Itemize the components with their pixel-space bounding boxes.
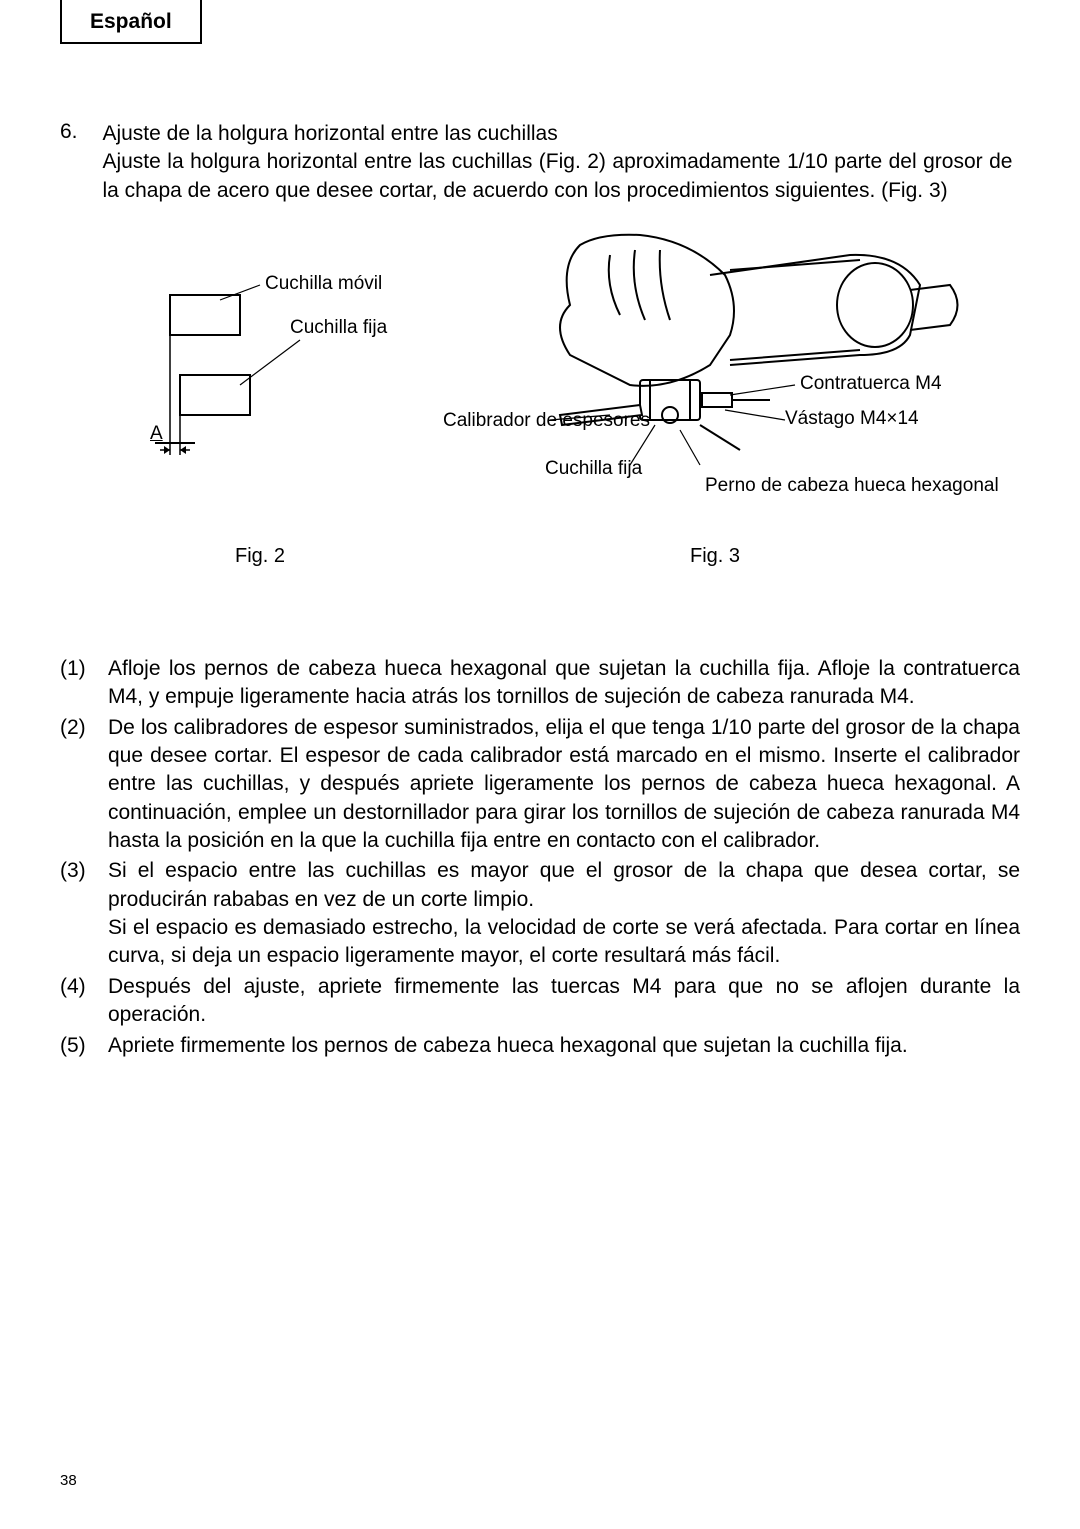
step-4-text: Después del ajuste, apriete firmemente l… (108, 973, 1020, 1030)
fig3-label-contratuerca: Contratuerca M4 (800, 373, 942, 395)
figures-area: Cuchilla móvil Cuchilla fija A Fig. 2 (60, 225, 1020, 605)
fig3-label-vastago: Vástago M4×14 (785, 408, 919, 430)
figure-2: Cuchilla móvil Cuchilla fija A (150, 275, 430, 510)
section-intro: Ajuste la holgura horizontal entre las c… (102, 150, 1012, 201)
fig3-caption: Fig. 3 (690, 545, 740, 568)
fig3-label-calibrador: Calibrador de espesores (420, 410, 650, 432)
step-1: (1) Afloje los pernos de cabeza hueca he… (60, 655, 1020, 712)
fig3-svg (430, 215, 1030, 515)
step-4: (4) Después del ajuste, apriete firmemen… (60, 973, 1020, 1030)
section-body: Ajuste de la holgura horizontal entre la… (102, 120, 1012, 205)
step-2-num: (2) (60, 714, 108, 856)
step-2-text: De los calibradores de espesor suministr… (108, 714, 1020, 856)
step-5-text: Apriete firmemente los pernos de cabeza … (108, 1032, 1020, 1060)
fig2-label-fija: Cuchilla fija (290, 317, 387, 339)
step-4-num: (4) (60, 973, 108, 1030)
step-1-text: Afloje los pernos de cabeza hueca hexago… (108, 655, 1020, 712)
fig2-label-a: A (150, 423, 163, 445)
language-tab: Español (60, 0, 202, 44)
figure-3: Calibrador de espesores Cuchilla fija Co… (430, 215, 1030, 520)
step-5: (5) Apriete firmemente los pernos de cab… (60, 1032, 1020, 1060)
section-number: 6. (60, 120, 98, 144)
step-5-num: (5) (60, 1032, 108, 1060)
step-1-num: (1) (60, 655, 108, 712)
step-3: (3) Si el espacio entre las cuchillas es… (60, 857, 1020, 970)
page-number: 38 (60, 1472, 77, 1489)
fig2-caption: Fig. 2 (235, 545, 285, 568)
page-content: 6. Ajuste de la holgura horizontal entre… (60, 0, 1020, 1060)
fig2-svg (150, 275, 430, 505)
fig2-label-movil: Cuchilla móvil (265, 273, 382, 295)
section-title: Ajuste de la holgura horizontal entre la… (102, 122, 557, 145)
step-2: (2) De los calibradores de espesor sumin… (60, 714, 1020, 856)
steps-list: (1) Afloje los pernos de cabeza hueca he… (60, 655, 1020, 1060)
fig3-label-perno: Perno de cabeza hueca hexagonal (705, 475, 999, 498)
step-3-num: (3) (60, 857, 108, 970)
section-6: 6. Ajuste de la holgura horizontal entre… (60, 120, 1020, 205)
step-3-text: Si el espacio entre las cuchillas es may… (108, 857, 1020, 970)
fig3-label-cuchilla-fija: Cuchilla fija (545, 458, 642, 480)
